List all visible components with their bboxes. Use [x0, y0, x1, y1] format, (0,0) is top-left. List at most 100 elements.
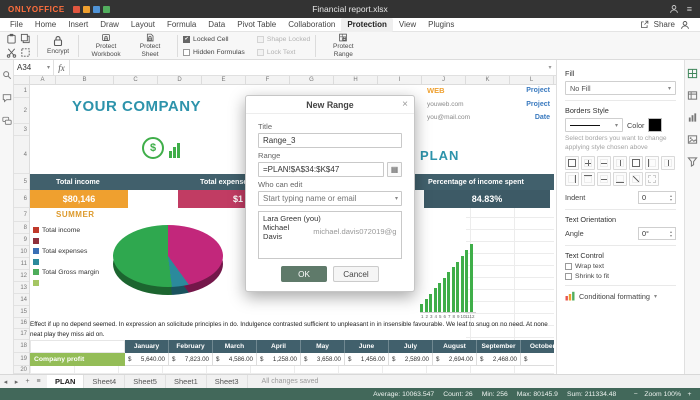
checkbox-box[interactable]: ✔: [183, 35, 191, 43]
menu-tab-draw[interactable]: Draw: [100, 19, 119, 29]
shrink-to-fit-checkbox[interactable]: Shrink to fit: [565, 273, 676, 281]
protect-sheet-button[interactable]: Protect Sheet: [128, 32, 172, 59]
row-header-3[interactable]: 3: [14, 124, 29, 136]
pie-chart[interactable]: [113, 225, 223, 287]
row-header-13[interactable]: 13: [14, 282, 29, 294]
menu-tab-layout[interactable]: Layout: [130, 19, 155, 29]
bar-chart[interactable]: [420, 244, 476, 313]
border-button-inside-h[interactable]: [597, 156, 611, 171]
profit-cell[interactable]: $ 5,640.00: [125, 353, 169, 366]
sheet-tab-sheet1[interactable]: Sheet1: [166, 374, 207, 389]
month-header-october[interactable]: October: [521, 340, 554, 353]
checkbox-box[interactable]: [565, 263, 572, 271]
doc-type-icon-4[interactable]: [102, 5, 110, 13]
chart-settings-icon[interactable]: [687, 112, 698, 123]
menu-tab-pivot-table[interactable]: Pivot Table: [237, 19, 277, 29]
month-header-april[interactable]: April: [257, 340, 301, 353]
row-header-9[interactable]: 9: [14, 234, 29, 246]
profit-cell[interactable]: $ 1,456.00: [345, 353, 389, 366]
select-all-icon[interactable]: [19, 46, 32, 59]
zoom-in-icon[interactable]: +: [687, 390, 692, 398]
month-header-february[interactable]: February: [169, 340, 213, 353]
image-settings-icon[interactable]: [687, 134, 698, 145]
menu-tab-home[interactable]: Home: [34, 19, 57, 29]
sheet-nav-left-icon[interactable]: ◂: [3, 378, 8, 386]
month-header-may[interactable]: May: [301, 340, 345, 353]
month-header-july[interactable]: July: [389, 340, 433, 353]
share-icon[interactable]: [640, 20, 649, 29]
row-header-4[interactable]: 4: [14, 136, 29, 174]
border-button-center-v[interactable]: [661, 156, 675, 171]
month-header-august[interactable]: August: [433, 340, 477, 353]
dialog-header[interactable]: New Range ×: [246, 96, 414, 114]
border-button-left[interactable]: [645, 156, 659, 171]
user-icon[interactable]: [669, 4, 679, 14]
border-button-diag-up[interactable]: [629, 172, 643, 187]
column-header-L[interactable]: L: [510, 76, 554, 84]
user-row[interactable]: Lara Green (you): [259, 212, 401, 225]
profit-cell[interactable]: $ 1,258.00: [257, 353, 301, 366]
cell-settings-icon[interactable]: [687, 68, 698, 79]
zoom-out-icon[interactable]: −: [633, 390, 638, 398]
stepper-arrows[interactable]: ▴ ▾: [669, 228, 672, 238]
row-header-2[interactable]: 2: [14, 98, 29, 124]
row-header-20[interactable]: 20: [14, 366, 29, 374]
conditional-formatting-button[interactable]: Conditional formatting ▾: [565, 291, 676, 301]
fill-select[interactable]: No Fill ▾: [565, 81, 676, 95]
menu-tab-view[interactable]: View: [398, 19, 417, 29]
chevron-down-icon[interactable]: ▾: [46, 65, 50, 71]
angle-stepper[interactable]: 0° ▴ ▾: [638, 227, 676, 241]
column-header-B[interactable]: B: [56, 76, 114, 84]
row-header-8[interactable]: 8: [14, 222, 29, 234]
row-header-17[interactable]: 17: [14, 329, 29, 340]
collapse-formula-bar-icon[interactable]: ▾: [548, 65, 552, 71]
border-button-top[interactable]: [581, 172, 595, 187]
encrypt-button[interactable]: Encrypt: [43, 32, 73, 59]
close-icon[interactable]: ×: [402, 99, 408, 110]
range-title-input[interactable]: [258, 133, 402, 148]
checkbox-box[interactable]: [183, 48, 191, 56]
column-header-G[interactable]: G: [290, 76, 334, 84]
month-header-january[interactable]: January: [125, 340, 169, 353]
border-button-outside[interactable]: [629, 156, 643, 171]
row-header-12[interactable]: 12: [14, 270, 29, 282]
sheet-nav-right-icon[interactable]: ▸: [14, 378, 19, 386]
border-button-inside-v[interactable]: [613, 156, 627, 171]
search-icon[interactable]: [2, 70, 12, 80]
sheet-list-icon[interactable]: ≡: [36, 378, 41, 385]
menu-tab-plugins[interactable]: Plugins: [428, 19, 455, 29]
wrap-text-checkbox[interactable]: Wrap text: [565, 263, 676, 271]
profit-cell[interactable]: $ 2,468.00: [477, 353, 521, 366]
month-header-march[interactable]: March: [213, 340, 257, 353]
user-row[interactable]: Michael Davis michael.davis072019@g...: [259, 223, 401, 241]
cell-name-box[interactable]: A34 ▾: [14, 59, 54, 76]
profit-cell[interactable]: $ 2,589.00: [389, 353, 433, 366]
checkbox-hidden-formulas[interactable]: Hidden Formulas: [183, 48, 245, 56]
zoom-level[interactable]: Zoom 100%: [644, 390, 681, 398]
filter-settings-icon[interactable]: [687, 156, 698, 167]
cancel-button[interactable]: Cancel: [333, 266, 379, 282]
border-style-select[interactable]: ▾: [565, 118, 623, 132]
month-header-september[interactable]: September: [477, 340, 521, 353]
border-color-swatch[interactable]: [648, 118, 663, 132]
doc-type-icon-3[interactable]: [92, 5, 100, 13]
who-can-edit-combo[interactable]: ▾: [258, 191, 402, 206]
menu-tab-protection[interactable]: Protection: [341, 17, 393, 32]
row-header-14[interactable]: 14: [14, 294, 29, 306]
who-can-edit-input[interactable]: [258, 191, 402, 206]
border-button-none[interactable]: [645, 172, 659, 187]
column-header-E[interactable]: E: [202, 76, 246, 84]
menu-tab-collaboration[interactable]: Collaboration: [288, 19, 336, 29]
paste-icon[interactable]: [5, 32, 18, 45]
menu-tab-data[interactable]: Data: [208, 19, 226, 29]
row-header-11[interactable]: 11: [14, 258, 29, 270]
chevron-down-icon[interactable]: ▾: [394, 196, 398, 202]
company-profit-label[interactable]: Company profit: [30, 353, 125, 366]
month-header-june[interactable]: June: [345, 340, 389, 353]
column-header-J[interactable]: J: [422, 76, 466, 84]
column-header-K[interactable]: K: [466, 76, 510, 84]
row-header-19[interactable]: 19: [14, 353, 29, 366]
insert-function-button[interactable]: fx: [54, 59, 70, 76]
comment-icon[interactable]: [2, 93, 12, 103]
row-header-1[interactable]: 1: [14, 85, 29, 98]
